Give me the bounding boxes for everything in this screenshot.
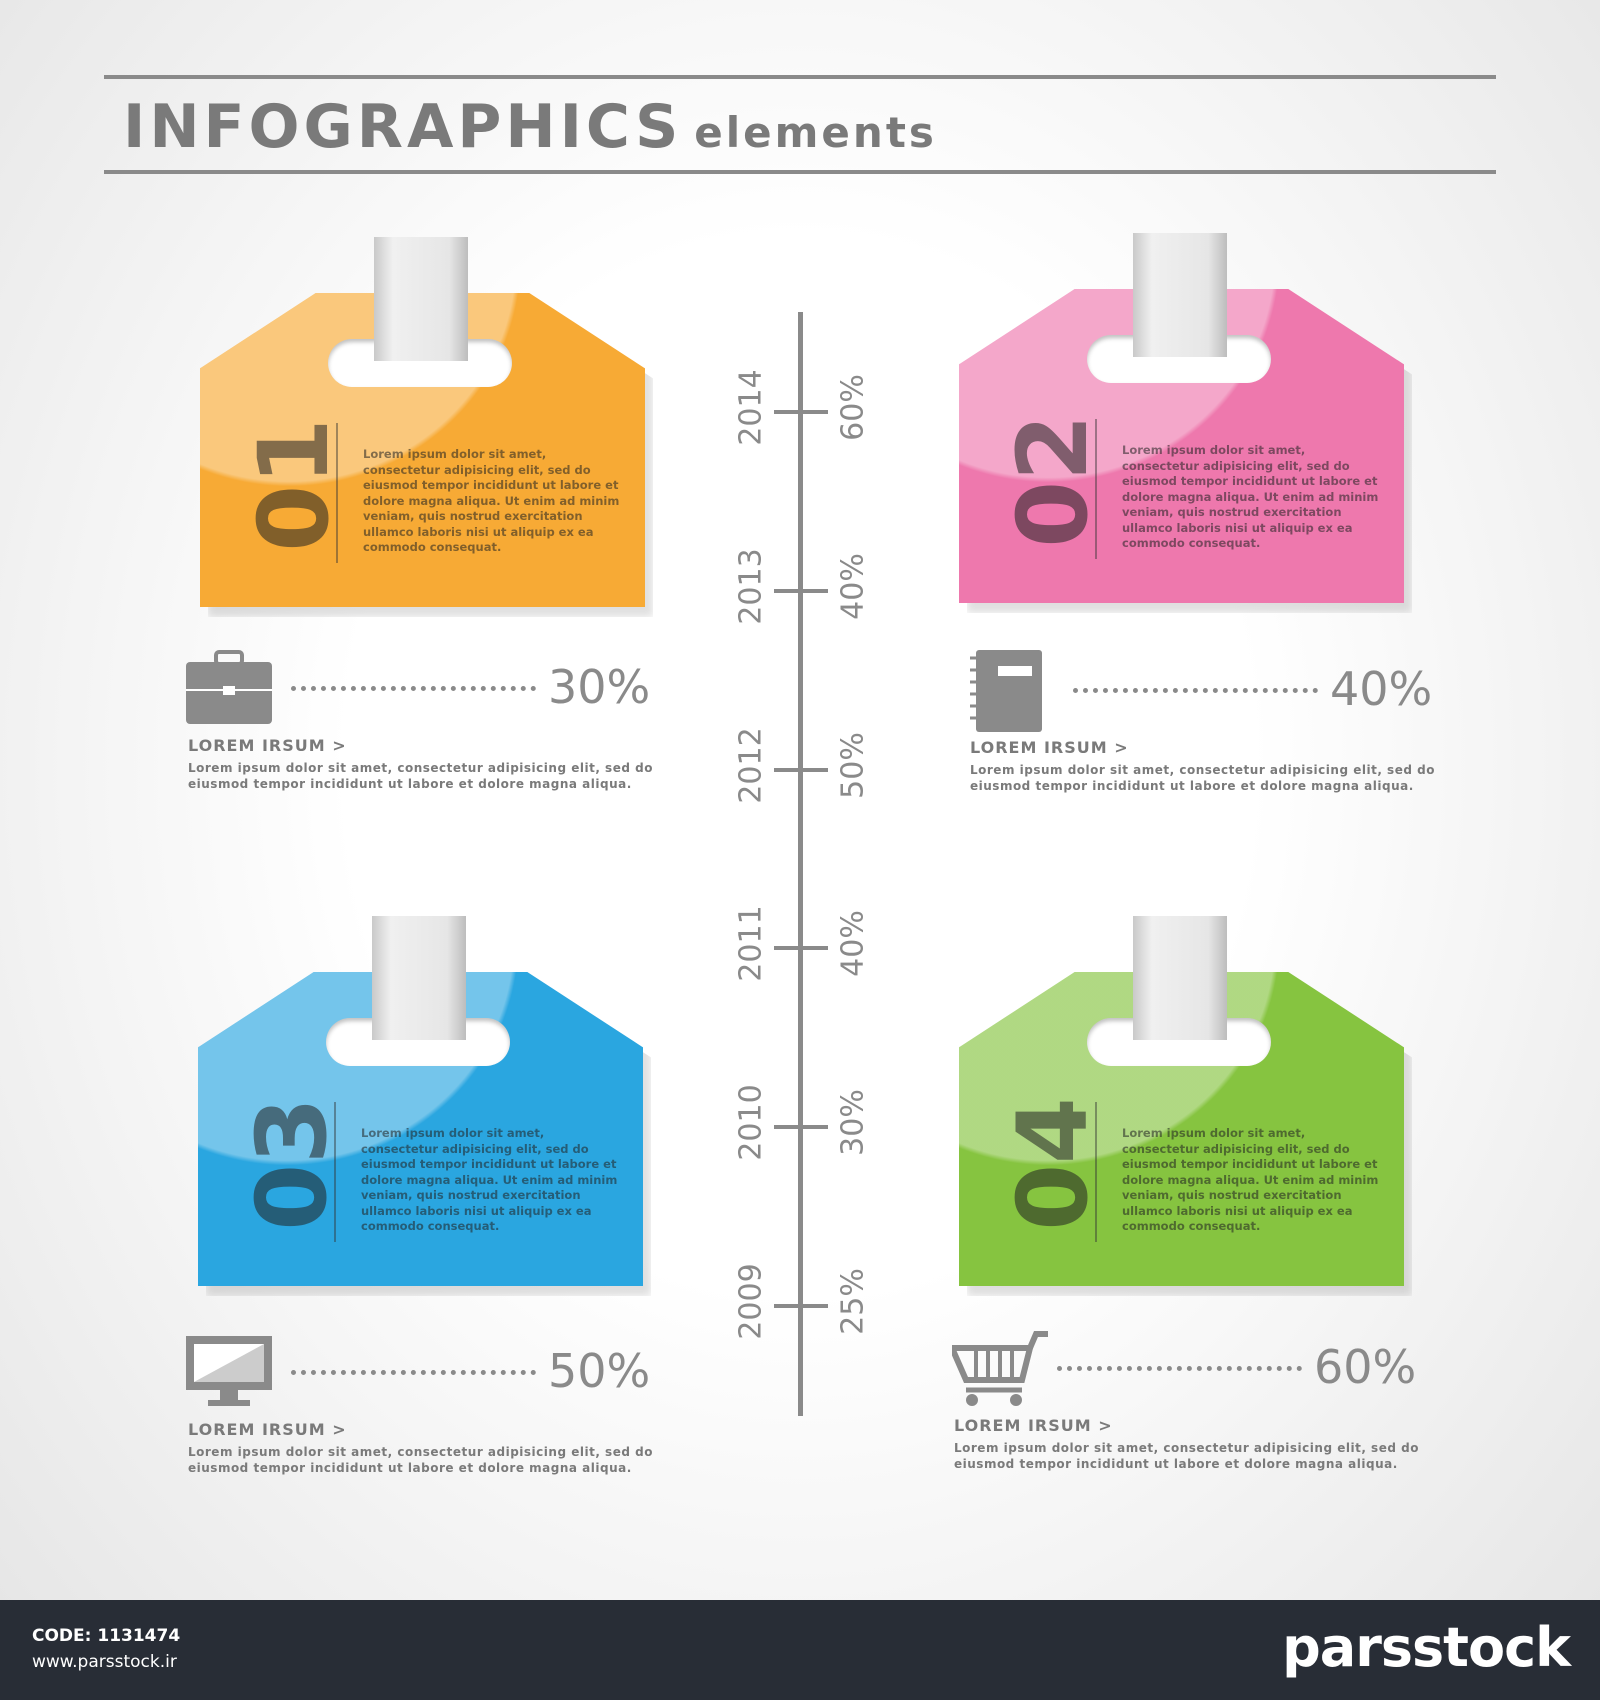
- timeline-value: 40%: [835, 553, 871, 620]
- timeline-tick: [774, 589, 828, 593]
- stat-percent: 30%: [548, 660, 651, 714]
- timeline-year: 2011: [733, 905, 769, 982]
- tag-divider: [1095, 419, 1097, 559]
- briefcase-icon: [186, 648, 276, 728]
- stat-description: Lorem ipsum dolor sit amet, consectetur …: [970, 763, 1435, 793]
- stat-heading-link[interactable]: LOREM IRSUM >: [188, 736, 347, 755]
- tag-text: Lorem ipsum dolor sit amet, consectetur …: [361, 1126, 618, 1233]
- stat-percent: 50%: [548, 1344, 651, 1398]
- page-title: INFOGRAPHICS elements: [123, 92, 937, 162]
- tag-card-3: 03 Lorem ipsum dolor sit amet, consectet…: [198, 916, 651, 1296]
- tag-card-4: 04 Lorem ipsum dolor sit amet, consectet…: [959, 916, 1412, 1296]
- title-sub: elements: [694, 108, 937, 157]
- header-top-rule: [104, 75, 1496, 79]
- timeline-axis: [798, 312, 803, 1416]
- stat-heading-link[interactable]: LOREM IRSUM >: [188, 1420, 347, 1439]
- tag-divider: [334, 1102, 336, 1242]
- tag-strap: [1133, 233, 1227, 357]
- footer-logo: parsstock: [1282, 1616, 1571, 1679]
- timeline-tick: [774, 768, 828, 772]
- timeline-year: 2013: [733, 548, 769, 625]
- stat-description: Lorem ipsum dolor sit amet, consectetur …: [954, 1441, 1419, 1471]
- timeline-year: 2014: [733, 369, 769, 446]
- notebook-icon: [968, 650, 1058, 732]
- timeline-tick: [774, 1304, 828, 1308]
- timeline-year: 2012: [733, 727, 769, 804]
- tag-divider: [336, 423, 338, 563]
- timeline-value: 50%: [835, 732, 871, 799]
- footer-url: www.parsstock.ir: [32, 1652, 177, 1672]
- tag-divider: [1095, 1102, 1097, 1242]
- tag-number: 02: [997, 414, 1109, 548]
- stat-percent: 40%: [1330, 662, 1433, 716]
- timeline-tick: [774, 946, 828, 950]
- title-main: INFOGRAPHICS: [123, 92, 683, 162]
- tag-card-2: 02 Lorem ipsum dolor sit amet, consectet…: [959, 233, 1412, 613]
- timeline-year: 2010: [733, 1084, 769, 1161]
- stat-heading-link[interactable]: LOREM IRSUM >: [970, 738, 1129, 757]
- timeline-value: 40%: [835, 910, 871, 977]
- tag-card-1: 01 Lorem ipsum dolor sit amet, consectet…: [200, 237, 653, 617]
- stat-percent: 60%: [1314, 1340, 1417, 1394]
- stat-description: Lorem ipsum dolor sit amet, consectetur …: [188, 1445, 653, 1475]
- stat-block-1: 30% LOREM IRSUM > Lorem ipsum dolor sit …: [186, 648, 656, 808]
- footer: CODE: 1131474 www.parsstock.ir parsstock: [0, 1600, 1600, 1700]
- timeline-tick: [774, 410, 828, 414]
- tag-strap: [1133, 916, 1227, 1040]
- stat-block-3: 50% LOREM IRSUM > Lorem ipsum dolor sit …: [186, 1332, 656, 1492]
- footer-code: CODE: 1131474: [32, 1626, 181, 1646]
- tag-text: Lorem ipsum dolor sit amet, consectetur …: [363, 447, 620, 554]
- timeline-value: 60%: [835, 374, 871, 441]
- tag-text: Lorem ipsum dolor sit amet, consectetur …: [1122, 1126, 1379, 1233]
- timeline-year: 2009: [733, 1263, 769, 1340]
- header-bottom-rule: [104, 170, 1496, 174]
- tag-text: Lorem ipsum dolor sit amet, consectetur …: [1122, 443, 1379, 550]
- cart-icon: [947, 1328, 1048, 1408]
- monitor-icon: [186, 1332, 276, 1412]
- timeline-value: 30%: [835, 1089, 871, 1156]
- stat-heading-link[interactable]: LOREM IRSUM >: [954, 1416, 1113, 1435]
- tag-number: 04: [997, 1097, 1109, 1231]
- dotted-leader: [1073, 688, 1318, 693]
- timeline-value: 25%: [835, 1268, 871, 1335]
- tag-number: 01: [238, 418, 350, 552]
- timeline-tick: [774, 1125, 828, 1129]
- dotted-leader: [291, 686, 536, 691]
- stat-description: Lorem ipsum dolor sit amet, consectetur …: [188, 761, 653, 791]
- tag-strap: [374, 237, 468, 361]
- dotted-leader: [291, 1370, 536, 1375]
- tag-strap: [372, 916, 466, 1040]
- tag-number: 03: [236, 1097, 348, 1231]
- stat-block-4: 60% LOREM IRSUM > Lorem ipsum dolor sit …: [947, 1328, 1422, 1488]
- dotted-leader: [1057, 1366, 1302, 1371]
- stat-block-2: 40% LOREM IRSUM > Lorem ipsum dolor sit …: [968, 650, 1438, 810]
